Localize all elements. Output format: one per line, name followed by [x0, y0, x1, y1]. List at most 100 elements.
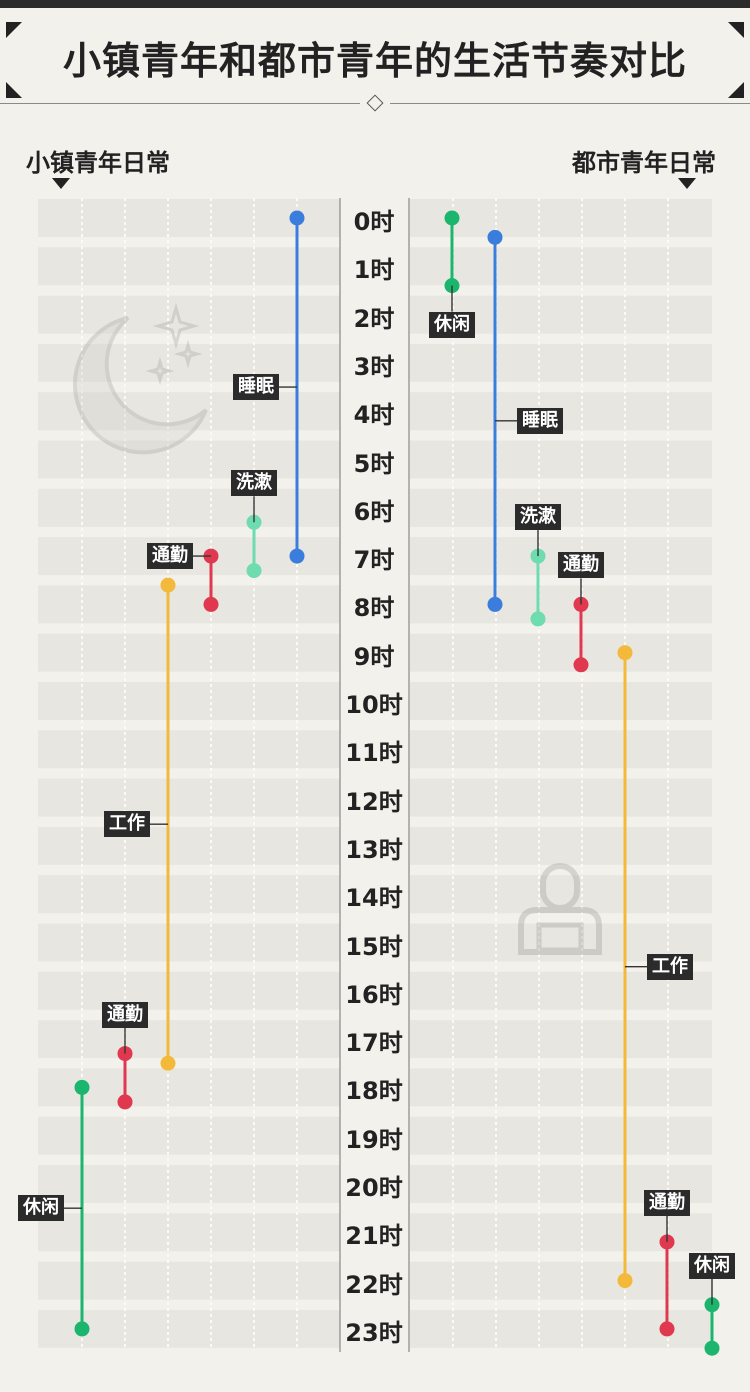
activity-bar [617, 645, 647, 1289]
hour-tick-label: 4时 [353, 401, 395, 430]
row-band-left [38, 1213, 340, 1252]
activity-end-point [117, 1094, 133, 1110]
hour-tick-label: 20时 [345, 1174, 403, 1202]
row-band-right [410, 488, 712, 527]
row-band-left [38, 1165, 340, 1203]
center-axis [339, 198, 410, 1352]
row-band-right [410, 730, 712, 769]
hour-tick-label: 22时 [345, 1270, 403, 1299]
hour-tick-label: 17时 [345, 1029, 403, 1058]
row-band-right [410, 585, 712, 624]
row-band-right [410, 1116, 712, 1155]
activity-label: 睡眠 [233, 374, 279, 401]
title-frame: 小镇青年和都市青年的生活节奏对比 [0, 16, 750, 102]
row-band-left [38, 875, 340, 914]
activity-end-point [530, 611, 546, 627]
activity-start-point [160, 577, 176, 593]
activity-start-point [289, 210, 305, 226]
activity-label: 通勤 [644, 1189, 690, 1216]
row-band-left [38, 488, 340, 527]
activity-label: 工作 [104, 811, 150, 838]
hour-tick-label: 12时 [345, 787, 403, 816]
activity-label: 工作 [647, 953, 693, 980]
row-band-right [410, 875, 712, 914]
corner-ornament [6, 82, 22, 98]
decor-layer [73, 302, 602, 955]
row-band-right [410, 343, 712, 382]
activity-end-point [160, 1055, 176, 1071]
row-band-left [38, 1261, 340, 1300]
activity-label: 通勤 [102, 1001, 148, 1028]
hour-tick-label: 1时 [353, 256, 395, 285]
row-band-right [410, 633, 712, 672]
activity-bar [573, 578, 589, 673]
hour-tick-label: 0时 [353, 208, 395, 236]
activity-bar [279, 210, 305, 564]
row-band-left [38, 730, 340, 769]
activity-end-point [289, 548, 305, 564]
hour-tick-label: 13时 [345, 835, 403, 864]
right-down-arrow-icon [678, 178, 696, 189]
activity-label: 休闲 [429, 311, 475, 338]
activity-end-point [659, 1321, 675, 1337]
activity-end-point [246, 563, 262, 579]
row-band-left [38, 343, 340, 382]
hour-tick-label: 14时 [345, 884, 403, 913]
row-band-right [410, 1020, 712, 1059]
activity-start-point [487, 229, 503, 245]
activity-label: 休闲 [18, 1195, 64, 1222]
activity-start-point [617, 645, 633, 661]
row-band-right [410, 682, 712, 720]
hour-tick-label: 10时 [345, 691, 403, 719]
row-band-left [38, 392, 340, 431]
activity-start-point [74, 1079, 90, 1095]
corner-ornament [728, 22, 744, 38]
row-band-left [38, 247, 340, 286]
row-band-left [38, 826, 340, 865]
activity-bar [117, 1027, 133, 1110]
moon-stars-icon [73, 302, 208, 455]
divider-left [0, 103, 360, 104]
activity-start-point [444, 210, 460, 226]
chart-title: 小镇青年和都市青年的生活节奏对比 [62, 39, 687, 83]
hour-tick-label: 23时 [345, 1318, 403, 1347]
activity-label: 洗漱 [231, 470, 277, 497]
hour-tick-label: 5时 [353, 449, 395, 478]
activity-bar [659, 1215, 675, 1337]
person-laptop-icon [518, 863, 602, 955]
row-band-right [410, 440, 712, 479]
row-band-left [38, 682, 340, 720]
row-band-right [410, 1261, 712, 1300]
activity-end-point [487, 596, 503, 612]
row-band-left [38, 295, 340, 334]
top-bar [0, 0, 750, 8]
hour-tick-label: 19时 [345, 1125, 403, 1154]
hour-tick-label: 15时 [345, 932, 403, 961]
activity-bar [193, 548, 219, 612]
row-band-right [410, 1068, 712, 1107]
row-band-left [38, 585, 340, 624]
activity-end-point [617, 1273, 633, 1289]
activity-bar [704, 1278, 720, 1356]
activity-end-point [203, 596, 219, 612]
row-band-right [410, 826, 712, 865]
activity-end-point [573, 657, 589, 673]
hour-tick-label: 18时 [345, 1077, 403, 1106]
row-band-left [38, 778, 340, 817]
hour-tick-label: 6时 [353, 497, 395, 526]
hour-tick-label: 11时 [345, 739, 403, 768]
chart-background [38, 198, 712, 1350]
activity-bar [530, 530, 546, 627]
row-band-left [38, 633, 340, 672]
activity-end-point [704, 1340, 720, 1356]
hour-tick-label: 7时 [353, 546, 395, 575]
activity-bar [444, 210, 460, 312]
activity-label: 休闲 [689, 1252, 735, 1279]
row-band-left [38, 1020, 340, 1059]
activity-series [64, 210, 720, 1356]
activity-label: 通勤 [147, 543, 193, 570]
hour-tick-label: 9时 [353, 642, 395, 671]
corner-ornament [728, 82, 744, 98]
corner-ornament [6, 22, 22, 38]
